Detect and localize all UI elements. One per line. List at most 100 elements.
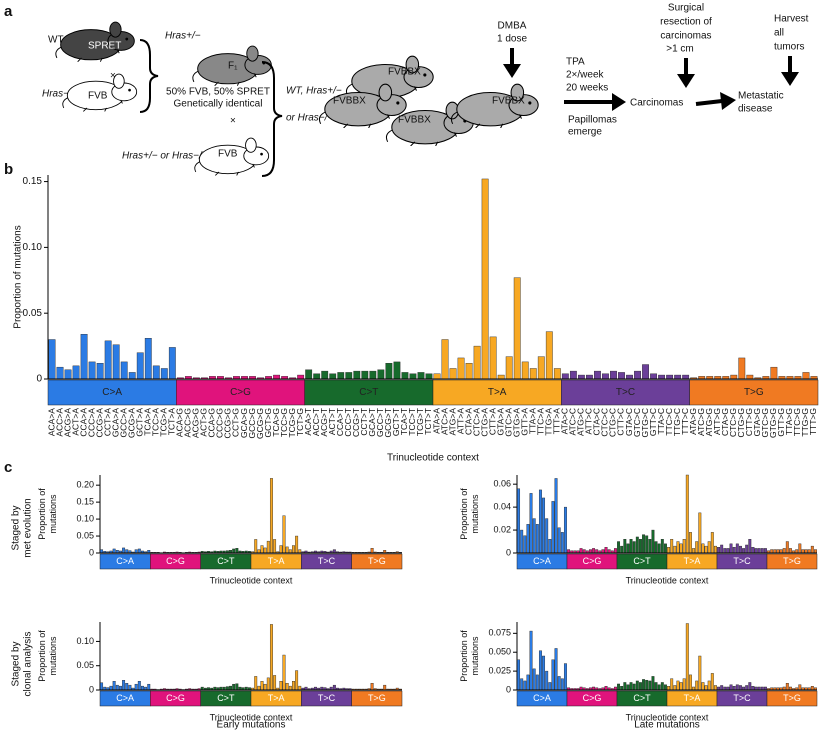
group-label: T>G [783, 556, 801, 566]
x-tick-label: ACG>T [319, 408, 329, 437]
bar [717, 547, 721, 554]
bar [273, 539, 277, 554]
x-tick-label: ATA>C [560, 408, 570, 434]
bar [449, 368, 457, 380]
label: 1 dose [497, 34, 527, 45]
bar [748, 539, 752, 554]
bar [56, 366, 64, 380]
group-label: T>A [684, 556, 701, 566]
x-tick-label: TTG>A [544, 408, 554, 436]
bar [698, 655, 702, 691]
label: disease [738, 104, 773, 115]
bar [735, 543, 739, 554]
x-tick-label: GTG>C [640, 408, 650, 438]
bar [125, 683, 129, 691]
x-tick-label: CCT>G [231, 408, 241, 437]
bar [560, 532, 564, 554]
y-axis-label: Proportion of [37, 630, 47, 682]
x-tick-label: CTC>A [471, 408, 481, 436]
label: Carcinomas [630, 98, 683, 109]
bar [642, 534, 646, 554]
bar [497, 374, 505, 380]
bar [297, 374, 305, 380]
x-tick-label: TCG>G [287, 408, 297, 438]
group-label: T>C [733, 556, 751, 566]
bar [745, 685, 749, 691]
bar [385, 363, 393, 380]
bar [526, 524, 530, 554]
bar [582, 549, 586, 554]
bar [254, 676, 258, 691]
bar [602, 373, 609, 380]
bar [321, 370, 329, 380]
bar [266, 677, 270, 691]
group-label: C>A [533, 693, 551, 703]
x-tick-label: GCT>A [134, 408, 144, 437]
column-label: Late mutations [634, 720, 700, 731]
bar [115, 684, 119, 691]
brace [261, 61, 283, 177]
bar [112, 681, 116, 691]
bar [537, 356, 545, 380]
bar [577, 374, 585, 380]
bar [313, 373, 321, 380]
label: FVBBX [492, 96, 525, 107]
bar [48, 339, 56, 380]
bar [118, 685, 122, 691]
bar [521, 361, 529, 380]
x-tick-label: TCC>T [407, 408, 417, 436]
bar [723, 548, 727, 554]
bar [618, 372, 625, 380]
bar [279, 545, 283, 554]
bar [682, 539, 686, 554]
label: DMBA [498, 21, 527, 32]
bar [623, 682, 627, 691]
bar [64, 369, 72, 380]
y-tick-label: 0.025 [488, 665, 511, 675]
bar [554, 648, 558, 691]
bar [370, 683, 374, 691]
bar [613, 548, 617, 554]
x-tick-label: ACT>T [327, 408, 337, 435]
label: Harvest [774, 14, 809, 25]
y-axis-label: Proportion of [459, 488, 469, 540]
bar [650, 373, 657, 380]
x-tick-label: TCG>A [159, 408, 169, 437]
x-tick-label: ACG>G [191, 408, 201, 438]
x-tick-label: TTG>C [672, 408, 682, 436]
x-tick-label: CCC>T [343, 408, 353, 437]
group-band [351, 553, 403, 570]
bar [798, 543, 802, 554]
bar [645, 679, 649, 691]
bar [685, 474, 689, 554]
group-label: C>A [116, 693, 134, 703]
label: tumors [774, 42, 805, 53]
label: FVB [218, 149, 238, 160]
x-tick-label: CCC>A [86, 408, 96, 437]
label: FVBBX [333, 96, 366, 107]
bar [654, 682, 658, 691]
bar [554, 478, 558, 554]
label: 20 weeks [566, 83, 608, 94]
bar [523, 535, 527, 554]
x-tick-label: TCA>T [399, 408, 409, 435]
bar [588, 549, 592, 554]
bar [520, 678, 524, 691]
group-band [766, 690, 818, 707]
x-tick-label: CTA>G [720, 408, 730, 436]
bar [676, 541, 680, 554]
bar [673, 545, 677, 554]
bar [688, 674, 692, 691]
x-tick-label: TCG>T [415, 408, 425, 436]
x-tick-label: CTT>G [744, 408, 754, 436]
brace [139, 39, 159, 113]
bar [654, 541, 658, 554]
group-label: C>G [583, 693, 602, 703]
x-tick-label: ATT>A [455, 408, 465, 434]
bar [563, 663, 567, 691]
y-tick-label: 0.20 [76, 480, 94, 490]
bar [738, 357, 746, 380]
x-tick-label: CCT>A [102, 408, 112, 436]
column-label: Early mutations [217, 720, 286, 731]
x-tick-label: ACC>T [311, 408, 321, 436]
